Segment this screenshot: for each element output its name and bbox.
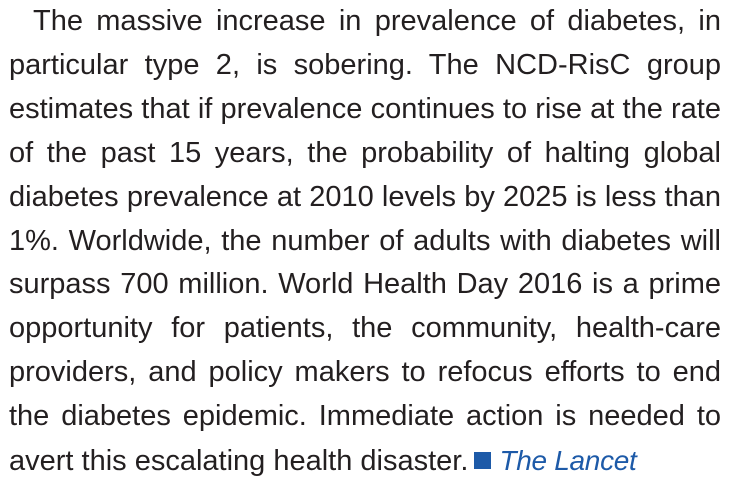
article-paragraph: The massive increase in prevalence of di… (9, 0, 721, 484)
paragraph-body: The massive increase in prevalence of di… (9, 5, 721, 478)
filled-square-icon (474, 452, 492, 470)
article-text-block: The massive increase in prevalence of di… (9, 0, 721, 484)
journal-signature: The Lancet (499, 445, 637, 477)
